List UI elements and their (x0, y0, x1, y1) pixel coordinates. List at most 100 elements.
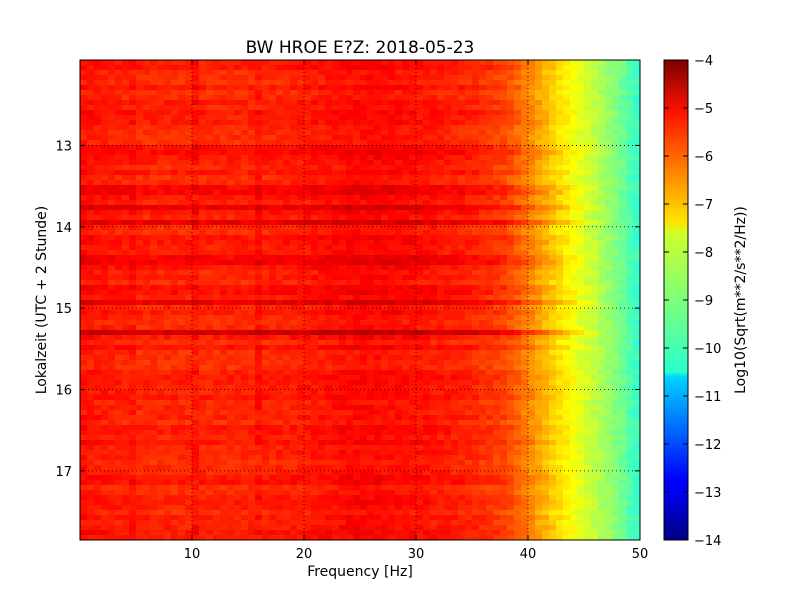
heatmap-cell (143, 370, 151, 376)
heatmap-cell (423, 350, 431, 356)
heatmap-cell (262, 80, 270, 86)
heatmap-cell (528, 155, 536, 161)
heatmap-cell (199, 220, 207, 226)
heatmap-cell (374, 270, 382, 276)
heatmap-cell (269, 270, 277, 276)
heatmap-cell (395, 90, 403, 96)
heatmap-cell (122, 280, 130, 286)
heatmap-cell (339, 190, 347, 196)
heatmap-cell (591, 155, 599, 161)
heatmap-cell (87, 270, 95, 276)
heatmap-cell (367, 240, 375, 246)
heatmap-cell (227, 250, 235, 256)
heatmap-cell (199, 175, 207, 181)
heatmap-cell (535, 175, 543, 181)
heatmap-cell (80, 365, 88, 371)
heatmap-cell (241, 240, 249, 246)
heatmap-cell (101, 155, 109, 161)
heatmap-cell (227, 215, 235, 221)
heatmap-cell (598, 290, 606, 296)
heatmap-cell (353, 90, 361, 96)
heatmap-cell (374, 85, 382, 91)
heatmap-cell (626, 165, 634, 171)
heatmap-cell (598, 285, 606, 291)
heatmap-cell (283, 270, 291, 276)
heatmap-cell (423, 260, 431, 266)
heatmap-cell (535, 95, 543, 101)
heatmap-cell (206, 85, 214, 91)
heatmap-cell (521, 200, 529, 206)
heatmap-cell (486, 220, 494, 226)
heatmap-cell (472, 130, 480, 136)
heatmap-cell (591, 260, 599, 266)
heatmap-cell (584, 235, 592, 241)
heatmap-cell (402, 155, 410, 161)
heatmap-cell (311, 315, 319, 321)
heatmap-cell (304, 320, 312, 326)
heatmap-cell (122, 260, 130, 266)
heatmap-cell (374, 240, 382, 246)
heatmap-cell (192, 220, 200, 226)
heatmap-cell (115, 125, 123, 131)
heatmap-cell (549, 120, 557, 126)
heatmap-cell (563, 225, 571, 231)
heatmap-cell (143, 250, 151, 256)
heatmap-cell (423, 210, 431, 216)
heatmap-cell (122, 200, 130, 206)
heatmap-cell (206, 255, 214, 261)
heatmap-cell (150, 100, 158, 106)
heatmap-cell (381, 85, 389, 91)
heatmap-cell (220, 190, 228, 196)
heatmap-cell (444, 70, 452, 76)
heatmap-cell (199, 95, 207, 101)
heatmap-cell (521, 70, 529, 76)
heatmap-cell (108, 365, 116, 371)
heatmap-cell (241, 260, 249, 266)
heatmap-cell (87, 145, 95, 151)
heatmap-cell (339, 335, 347, 341)
heatmap-cell (521, 235, 529, 241)
heatmap-cell (598, 275, 606, 281)
heatmap-cell (395, 130, 403, 136)
heatmap-cell (619, 285, 627, 291)
heatmap-cell (493, 235, 501, 241)
heatmap-cell (598, 365, 606, 371)
heatmap-cell (178, 230, 186, 236)
heatmap-cell (157, 275, 165, 281)
heatmap-cell (143, 65, 151, 71)
heatmap-cell (199, 75, 207, 81)
heatmap-cell (339, 120, 347, 126)
heatmap-cell (164, 105, 172, 111)
heatmap-cell (87, 60, 95, 66)
heatmap-cell (255, 265, 263, 271)
heatmap-cell (101, 250, 109, 256)
heatmap-cell (465, 155, 473, 161)
heatmap-cell (101, 370, 109, 376)
heatmap-cell (395, 270, 403, 276)
heatmap-cell (192, 345, 200, 351)
heatmap-cell (388, 195, 396, 201)
heatmap-cell (542, 325, 550, 331)
heatmap-cell (241, 185, 249, 191)
heatmap-cell (339, 135, 347, 141)
heatmap-cell (178, 190, 186, 196)
heatmap-cell (626, 345, 634, 351)
heatmap-cell (563, 90, 571, 96)
heatmap-cell (528, 145, 536, 151)
heatmap-cell (108, 210, 116, 216)
heatmap-cell (311, 130, 319, 136)
heatmap-cell (430, 275, 438, 281)
heatmap-cell (129, 295, 137, 301)
heatmap-cell (577, 365, 585, 371)
heatmap-cell (94, 340, 102, 346)
heatmap-cell (465, 65, 473, 71)
heatmap-cell (416, 70, 424, 76)
heatmap-cell (220, 355, 228, 361)
heatmap-cell (206, 135, 214, 141)
heatmap-cell (374, 210, 382, 216)
heatmap-cell (367, 225, 375, 231)
heatmap-cell (150, 270, 158, 276)
heatmap-cell (136, 125, 144, 131)
heatmap-cell (612, 225, 620, 231)
heatmap-cell (591, 190, 599, 196)
